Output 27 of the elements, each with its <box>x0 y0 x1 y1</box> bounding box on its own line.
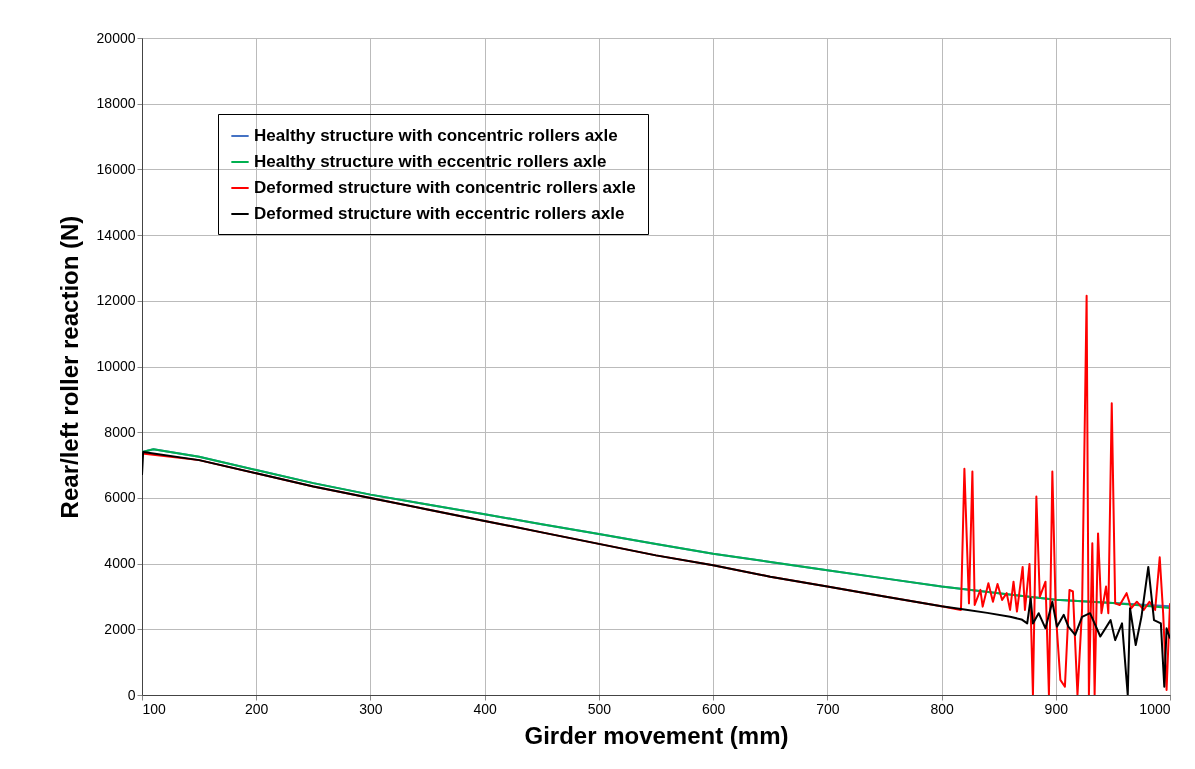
legend-label: Healthy structure with eccentric rollers axle <box>254 152 607 171</box>
y-axis-title: Rear/left roller reaction (N) <box>55 215 83 519</box>
x-tick-label: 300 <box>359 700 383 717</box>
y-tick-label: 18000 <box>96 95 136 112</box>
x-tick-label: 100 <box>142 700 167 717</box>
y-tick-label: 8000 <box>104 423 136 440</box>
x-tick-label: 900 <box>1044 700 1069 717</box>
y-tick-label: 6000 <box>104 489 136 506</box>
y-tick-label: 14000 <box>96 226 136 243</box>
legend-label: Deformed structure with concentric rollers axle <box>254 178 636 197</box>
x-tick-label: 1000 <box>1139 700 1171 717</box>
y-tick-label: 20000 <box>96 29 136 46</box>
legend-label: Deformed structure with eccentric rollers axle <box>254 204 625 223</box>
y-tick-label: 12000 <box>96 292 136 309</box>
x-tick-label: 800 <box>930 700 954 717</box>
y-tick-label: 4000 <box>104 555 136 572</box>
x-axis-title: Girder movement (mm) <box>524 721 789 749</box>
x-tick-label: 600 <box>701 700 726 717</box>
x-tick-label: 500 <box>587 700 612 717</box>
x-tick-label: 200 <box>245 700 269 717</box>
legend-label: Healthy structure with concentric rollers axle <box>254 126 618 145</box>
y-tick-label: 16000 <box>96 160 136 177</box>
y-tick-label: 10000 <box>96 358 136 374</box>
x-tick-label: 400 <box>473 700 498 717</box>
y-tick-label: 0 <box>127 686 136 703</box>
y-tick-label: 2000 <box>104 620 136 637</box>
x-tick-label: 700 <box>816 700 840 717</box>
